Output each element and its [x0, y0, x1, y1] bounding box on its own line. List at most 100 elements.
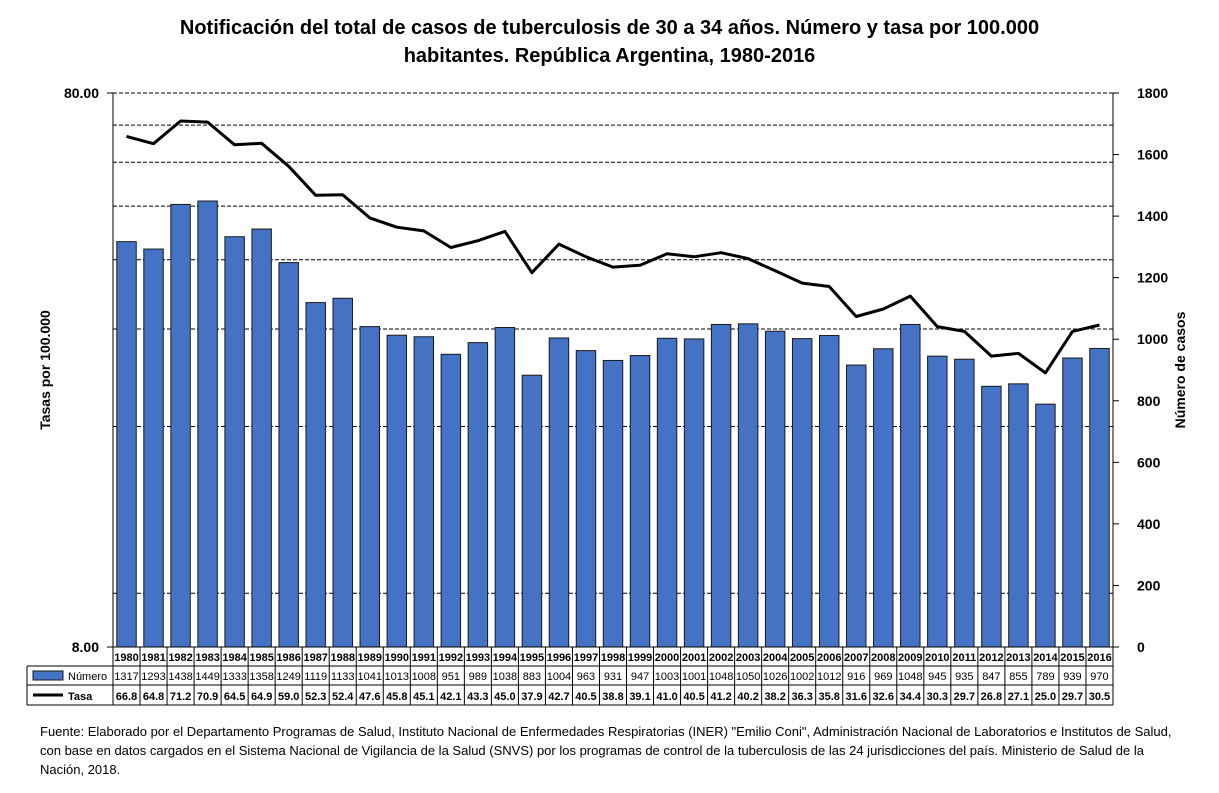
- data-label-tasa: 36.3: [791, 691, 812, 703]
- data-label-numero: 1013: [385, 671, 409, 683]
- source-note: Fuente: Elaborado por el Departamento Pr…: [40, 724, 1172, 777]
- x-tick-label: 1997: [574, 652, 598, 664]
- bar: [629, 355, 651, 648]
- bar: [332, 297, 353, 648]
- data-label-tasa: 38.2: [764, 691, 785, 703]
- right-tick-label: 1200: [1137, 270, 1168, 286]
- x-tick-label: 2012: [979, 652, 1003, 664]
- bar: [764, 330, 786, 648]
- data-label-tasa: 71.2: [170, 691, 191, 703]
- bar: [116, 241, 137, 648]
- data-label-numero: 1317: [114, 671, 138, 683]
- x-tick-label: 1989: [358, 652, 382, 664]
- data-label-tasa: 30.5: [1089, 691, 1110, 703]
- bar: [251, 228, 272, 648]
- data-label-tasa: 31.6: [846, 691, 867, 703]
- bar: [981, 385, 1002, 648]
- bar: [575, 350, 597, 648]
- bar: [548, 337, 570, 648]
- data-label-tasa: 39.1: [629, 691, 650, 703]
- data-label-tasa: 42.7: [548, 691, 569, 703]
- bar: [873, 348, 894, 648]
- bar: [467, 342, 489, 648]
- x-tick-label: 1992: [439, 652, 463, 664]
- data-label-tasa: 64.8: [143, 691, 164, 703]
- bar: [224, 236, 245, 648]
- x-tick-label: 2006: [817, 652, 841, 664]
- data-label-tasa: 41.2: [710, 691, 731, 703]
- x-tick-label: 1998: [601, 652, 625, 664]
- x-tick-label: 1996: [547, 652, 571, 664]
- data-label-numero: 1293: [141, 671, 165, 683]
- data-label-numero: 1333: [222, 671, 246, 683]
- data-label-numero: 916: [847, 671, 865, 683]
- data-label-numero: 1002: [790, 671, 814, 683]
- data-label-tasa: 43.3: [467, 691, 488, 703]
- data-label-tasa: 42.1: [440, 691, 461, 703]
- x-tick-label: 2003: [736, 652, 760, 664]
- bar: [846, 364, 867, 648]
- data-label-tasa: 40.5: [683, 691, 704, 703]
- bar: [170, 203, 191, 648]
- right-tick-label: 600: [1137, 454, 1161, 470]
- data-label-tasa: 37.9: [521, 691, 542, 703]
- bar: [656, 337, 678, 648]
- data-label-tasa: 59.0: [278, 691, 299, 703]
- chart-title: Notificación del total de casos de tuber…: [0, 14, 1219, 70]
- x-tick-label: 2015: [1060, 652, 1084, 664]
- data-label-numero: 1438: [168, 671, 192, 683]
- legend-label-tasa: Tasa: [68, 691, 93, 703]
- bar: [386, 334, 408, 648]
- data-label-numero: 947: [631, 671, 649, 683]
- right-tick-label: 0: [1137, 639, 1145, 655]
- right-tick-label: 200: [1137, 577, 1161, 593]
- left-tick-label: 8.00: [72, 639, 99, 655]
- bar: [305, 302, 326, 648]
- bar: [954, 358, 975, 648]
- x-tick-label: 1980: [114, 652, 138, 664]
- y-axis-left-label: Tasas por 100.000: [37, 310, 53, 430]
- bar: [278, 262, 299, 648]
- data-label-tasa: 27.1: [1008, 691, 1029, 703]
- chart-title-line-2: habitantes. República Argentina, 1980-20…: [403, 45, 816, 67]
- data-label-numero: 1004: [547, 671, 571, 683]
- x-tick-label: 2005: [790, 652, 814, 664]
- data-label-numero: 1038: [493, 671, 517, 683]
- bar: [710, 323, 732, 648]
- data-label-numero: 963: [577, 671, 595, 683]
- data-label-numero: 1003: [655, 671, 679, 683]
- data-label-tasa: 25.0: [1035, 691, 1056, 703]
- bar: [737, 323, 759, 648]
- x-tick-label: 2000: [655, 652, 679, 664]
- data-label-tasa: 64.9: [251, 691, 272, 703]
- bar: [143, 248, 164, 648]
- data-label-numero: 1008: [412, 671, 436, 683]
- bar: [1062, 357, 1083, 648]
- data-label-tasa: 47.6: [359, 691, 380, 703]
- bar: [197, 200, 218, 648]
- data-label-numero: 939: [1063, 671, 1081, 683]
- bar: [359, 326, 380, 648]
- x-tick-label: 1985: [249, 652, 273, 664]
- data-label-tasa: 40.5: [575, 691, 596, 703]
- data-label-tasa: 64.5: [224, 691, 245, 703]
- data-label-numero: 1449: [195, 671, 219, 683]
- data-label-numero: 970: [1090, 671, 1108, 683]
- data-label-numero: 1358: [249, 671, 273, 683]
- data-label-tasa: 70.9: [197, 691, 218, 703]
- x-tick-label: 2007: [844, 652, 868, 664]
- data-label-numero: 1249: [276, 671, 300, 683]
- x-tick-label: 2014: [1033, 652, 1058, 664]
- bar: [683, 338, 705, 648]
- data-label-tasa: 45.8: [386, 691, 407, 703]
- x-tick-label: 1991: [412, 652, 436, 664]
- x-tick-label: 2013: [1006, 652, 1030, 664]
- data-label-tasa: 40.2: [737, 691, 758, 703]
- y-axis-right-label: Número de casos: [1172, 311, 1188, 428]
- bar-series: [116, 200, 1110, 648]
- data-label-tasa: 29.7: [1062, 691, 1083, 703]
- data-label-numero: 1001: [682, 671, 706, 683]
- data-label-numero: 935: [955, 671, 973, 683]
- data-label-tasa: 66.8: [116, 691, 137, 703]
